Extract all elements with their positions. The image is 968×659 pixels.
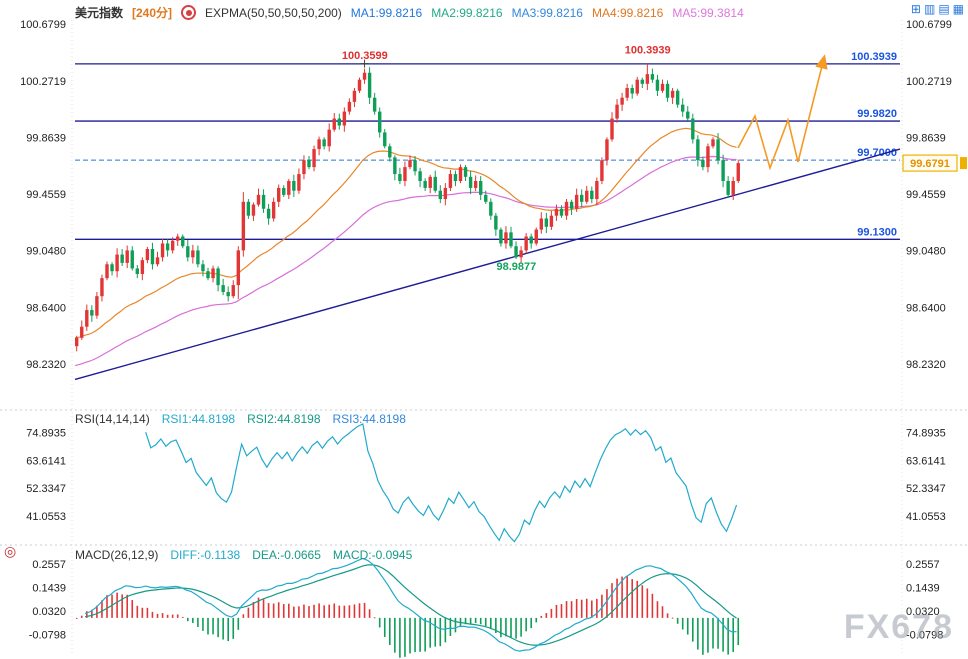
svg-text:0.2557: 0.2557 (32, 559, 66, 571)
svg-text:99.8639: 99.8639 (906, 132, 946, 144)
svg-text:0.0320: 0.0320 (906, 606, 940, 618)
svg-text:41.0553: 41.0553 (906, 511, 946, 523)
toolbar-icons: ⊞ ▥ ▤ ▦ (911, 3, 964, 15)
svg-text:100.2719: 100.2719 (906, 76, 952, 88)
svg-text:63.6141: 63.6141 (906, 455, 946, 467)
rsi-header: RSI(14,14,14) RSI1:44.8198 RSI2:44.8198 … (75, 412, 406, 426)
svg-text:98.2320: 98.2320 (26, 359, 66, 371)
svg-text:98.6400: 98.6400 (906, 302, 946, 314)
svg-text:100.3599: 100.3599 (342, 50, 388, 62)
svg-text:52.3347: 52.3347 (906, 483, 946, 495)
svg-text:100.6799: 100.6799 (20, 19, 66, 31)
svg-text:-0.0798: -0.0798 (906, 630, 943, 642)
svg-text:99.9820: 99.9820 (857, 108, 897, 120)
ma3-value: MA3:99.8216 (511, 5, 583, 20)
svg-text:99.6791: 99.6791 (910, 158, 950, 170)
macd-header: MACD(26,12,9) DIFF:-0.1138 DEA:-0.0665 M… (75, 548, 412, 562)
svg-text:-0.0798: -0.0798 (29, 630, 66, 642)
svg-text:41.0553: 41.0553 (26, 511, 66, 523)
svg-text:74.8935: 74.8935 (26, 427, 66, 439)
watermark: FX678 (843, 608, 954, 646)
layout-cells-icon[interactable]: ▦ (952, 2, 964, 16)
svg-text:98.9877: 98.9877 (496, 261, 536, 273)
crosshair-icon[interactable]: ◎ (4, 543, 17, 559)
svg-text:0.1439: 0.1439 (32, 582, 66, 594)
svg-text:0.0320: 0.0320 (32, 606, 66, 618)
layout-grid-icon[interactable]: ⊞ (910, 2, 921, 16)
macd-title: MACD(26,12,9) (75, 548, 159, 562)
macd-diff-value: DIFF:-0.1138 (170, 548, 241, 562)
period-label: [240分] (132, 6, 173, 20)
svg-text:100.6799: 100.6799 (906, 19, 952, 31)
svg-text:98.6400: 98.6400 (26, 302, 66, 314)
record-dot-icon[interactable] (181, 5, 197, 20)
ma1-value: MA1:99.8216 (350, 5, 423, 20)
rsi2-value: RSI2:44.8198 (247, 412, 321, 426)
svg-text:98.2320: 98.2320 (906, 359, 946, 371)
ma4-value: MA4:99.8216 (591, 5, 664, 20)
svg-text:0.2557: 0.2557 (906, 559, 940, 571)
svg-text:100.3939: 100.3939 (851, 51, 897, 63)
ma5-value: MA5:99.3814 (672, 5, 744, 20)
rsi-title: RSI(14,14,14) (75, 412, 150, 426)
svg-text:100.3939: 100.3939 (625, 44, 671, 56)
svg-text:99.1300: 99.1300 (857, 226, 897, 238)
svg-text:99.0480: 99.0480 (906, 246, 946, 258)
svg-text:0.1439: 0.1439 (906, 582, 940, 594)
svg-text:74.8935: 74.8935 (906, 427, 946, 439)
symbol-name: 美元指数 (75, 6, 124, 20)
svg-text:52.3347: 52.3347 (26, 483, 66, 495)
svg-text:99.0480: 99.0480 (26, 246, 66, 258)
svg-text:99.7000: 99.7000 (857, 147, 897, 159)
layout-columns-icon[interactable]: ▥ (923, 2, 936, 16)
svg-text:99.4559: 99.4559 (906, 189, 946, 201)
svg-text:63.6141: 63.6141 (26, 455, 66, 467)
svg-text:99.4559: 99.4559 (26, 189, 66, 201)
rsi1-value: RSI1:44.8198 (161, 412, 236, 426)
main-chart-header: 美元指数 [240分] EXPMA(50,50,50,50,200) MA1:9… (75, 4, 744, 21)
layout-rows-icon[interactable]: ▤ (938, 2, 950, 16)
ma2-value: MA2:99.8216 (431, 5, 503, 20)
svg-text:99.8639: 99.8639 (26, 132, 66, 144)
rsi3-value: RSI3:44.8198 (332, 412, 406, 426)
macd-value: MACD:-0.0945 (332, 548, 413, 562)
svg-text:100.2719: 100.2719 (20, 76, 66, 88)
indicator-name: EXPMA(50,50,50,50,200) (205, 5, 342, 20)
macd-dea-value: DEA:-0.0665 (252, 548, 321, 562)
